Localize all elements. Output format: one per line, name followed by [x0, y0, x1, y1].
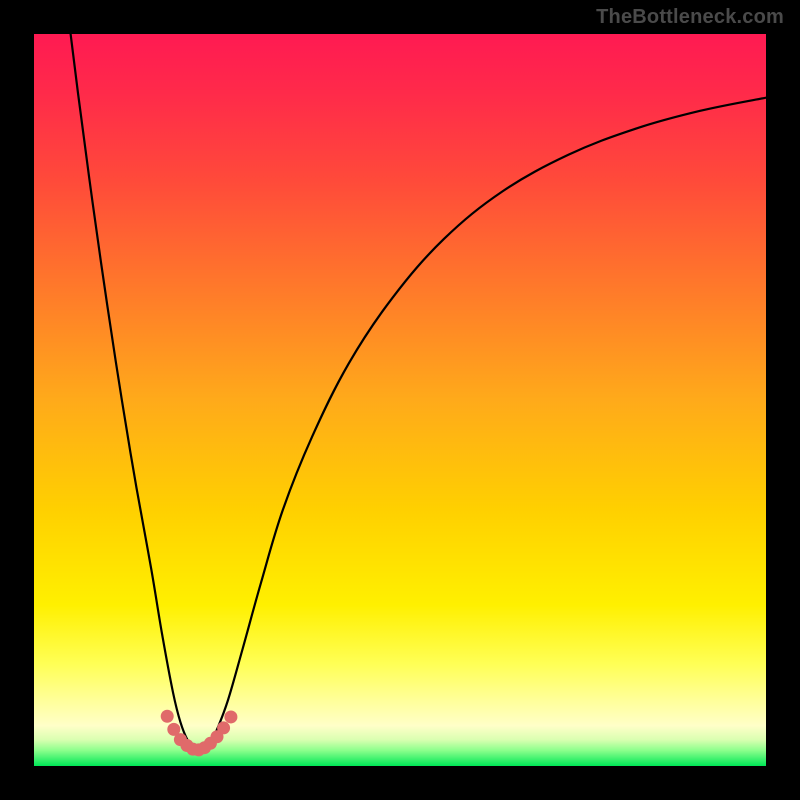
bottleneck-curve — [71, 34, 766, 751]
optimal-range-marker — [217, 721, 230, 734]
curve-layer — [34, 34, 766, 766]
chart-stage: TheBottleneck.com — [0, 0, 800, 800]
optimal-range-marker — [161, 710, 174, 723]
attribution-watermark: TheBottleneck.com — [596, 6, 784, 29]
optimal-range-marker — [224, 710, 237, 723]
plot-area — [34, 34, 766, 766]
